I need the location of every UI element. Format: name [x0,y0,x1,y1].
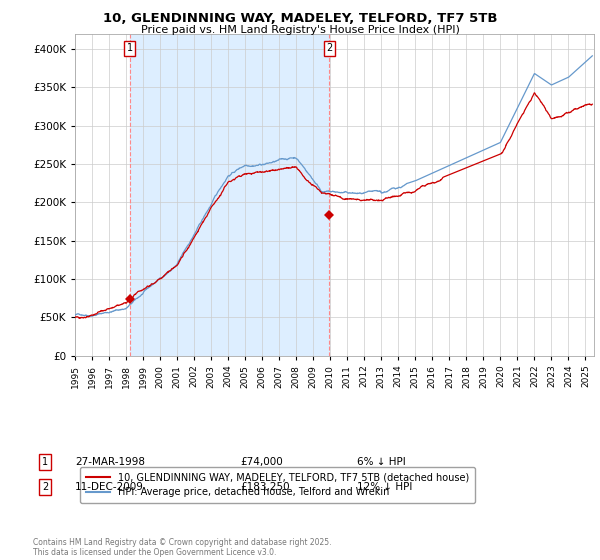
Text: 2: 2 [42,482,48,492]
Text: 10, GLENDINNING WAY, MADELEY, TELFORD, TF7 5TB: 10, GLENDINNING WAY, MADELEY, TELFORD, T… [103,12,497,25]
Text: 6% ↓ HPI: 6% ↓ HPI [357,457,406,467]
Text: 2: 2 [326,43,332,53]
Text: Contains HM Land Registry data © Crown copyright and database right 2025.
This d: Contains HM Land Registry data © Crown c… [33,538,331,557]
Text: 1: 1 [42,457,48,467]
Text: £183,250: £183,250 [240,482,290,492]
Bar [130,34,329,356]
Text: £74,000: £74,000 [240,457,283,467]
Text: Price paid vs. HM Land Registry's House Price Index (HPI): Price paid vs. HM Land Registry's House … [140,25,460,35]
Legend: 10, GLENDINNING WAY, MADELEY, TELFORD, TF7 5TB (detached house), HPI: Average pr: 10, GLENDINNING WAY, MADELEY, TELFORD, T… [80,466,475,503]
Text: 11-DEC-2009: 11-DEC-2009 [75,482,144,492]
Text: 12% ↓ HPI: 12% ↓ HPI [357,482,412,492]
Text: 1: 1 [127,43,133,53]
Text: 27-MAR-1998: 27-MAR-1998 [75,457,145,467]
